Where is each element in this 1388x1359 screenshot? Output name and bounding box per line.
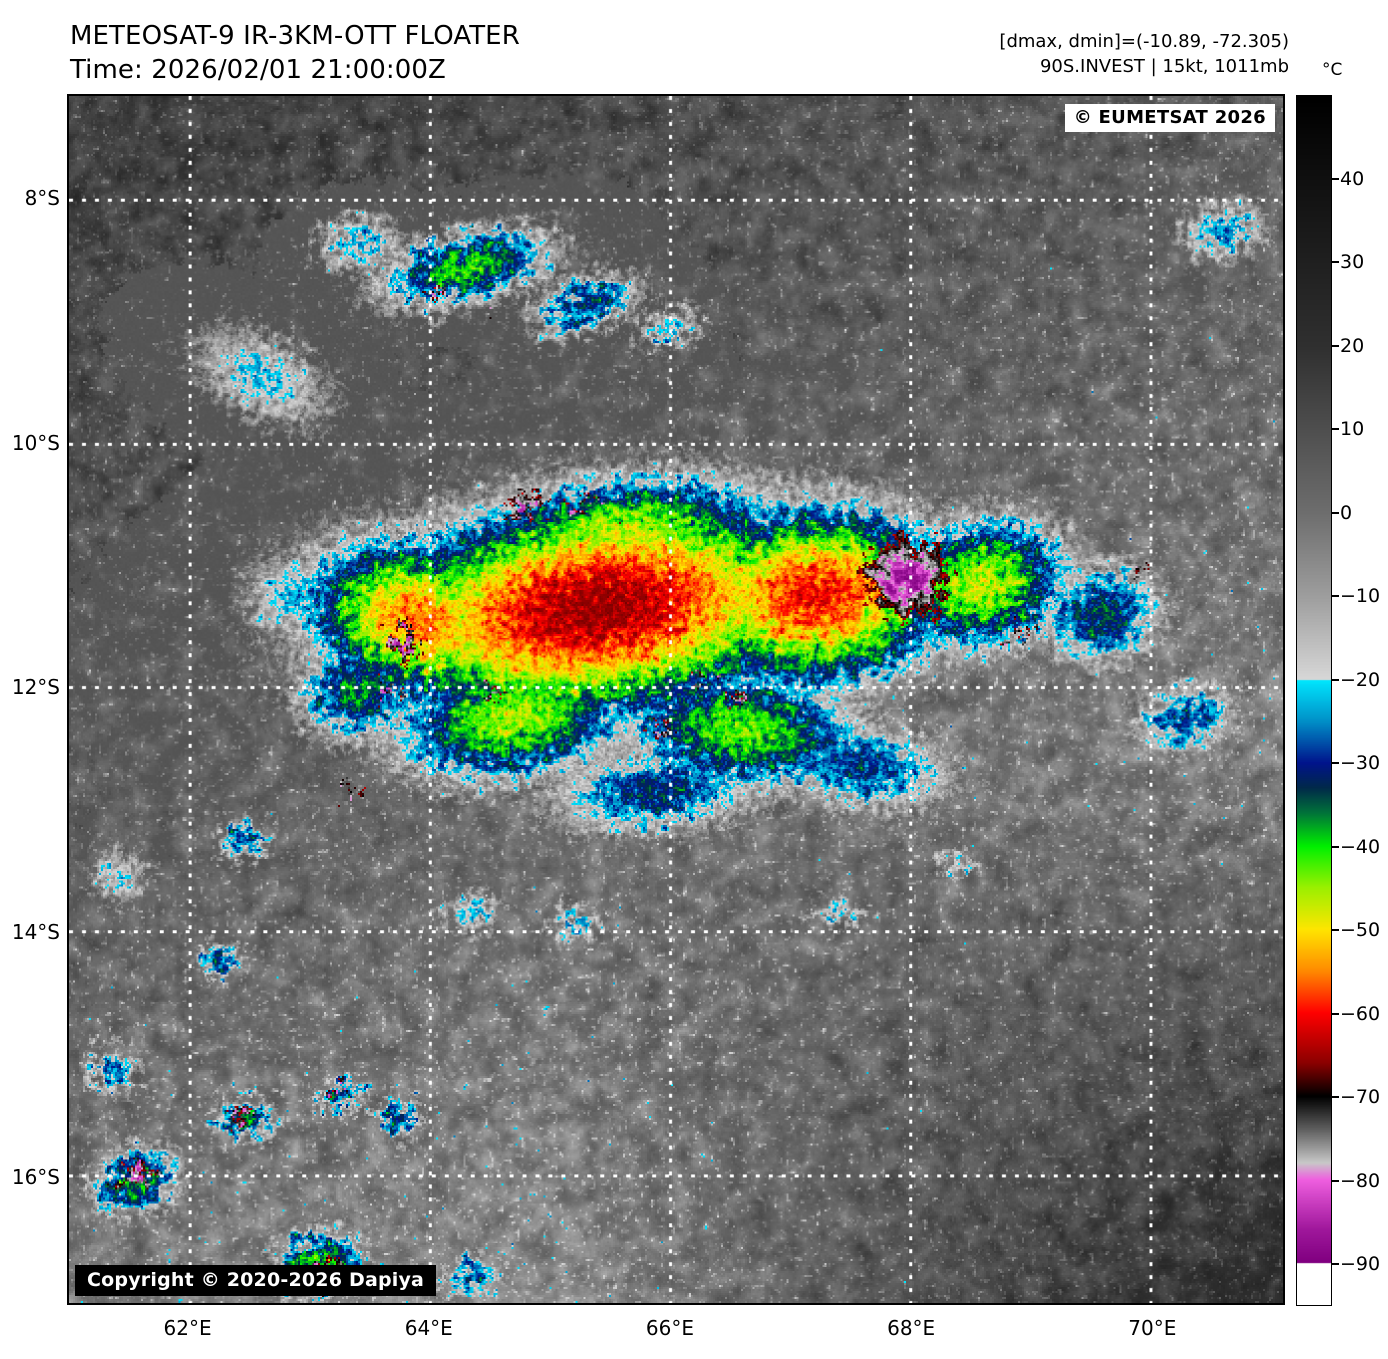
colorbar-tick-4: 0	[1340, 501, 1353, 524]
colorbar-tick-11: −70	[1340, 1086, 1381, 1109]
latitude-tick-3: 14°S	[11, 919, 60, 944]
colorbar-tick-mark-1	[1332, 261, 1339, 264]
longitude-tick-3: 68°E	[887, 1316, 936, 1340]
colorbar-tick-3: 10	[1340, 418, 1365, 441]
colorbar-tick-0: 40	[1340, 167, 1365, 190]
colorbar-tick-mark-9	[1332, 929, 1339, 932]
infrared-satellite-imagery	[69, 96, 1283, 1303]
colorbar-tick-mark-7	[1332, 762, 1339, 765]
storm-info-label: 90S.INVEST | 15kt, 1011mb	[1039, 55, 1289, 77]
temperature-colorbar[interactable]	[1296, 95, 1332, 1306]
colorbar-tick-13: −90	[1340, 1253, 1381, 1276]
header-metadata: [dmax, dmin]=(-10.89, -72.305) 90S.INVES…	[999, 30, 1289, 80]
colorbar-tick-12: −80	[1340, 1169, 1381, 1192]
colorbar-tick-mark-5	[1332, 595, 1339, 598]
colorbar-tick-mark-3	[1332, 428, 1339, 431]
colorbar-tick-7: −30	[1340, 752, 1381, 775]
colorbar-tick-2: 20	[1340, 334, 1365, 357]
colorbar-tick-mark-13	[1332, 1263, 1339, 1266]
page-title: METEOSAT-9 IR-3KM-OTT FLOATER	[70, 21, 520, 51]
latitude-tick-4: 16°S	[11, 1164, 60, 1189]
latitude-tick-0: 8°S	[24, 185, 60, 210]
longitude-tick-4: 70°E	[1128, 1316, 1177, 1340]
colorbar-tick-10: −60	[1340, 1002, 1381, 1025]
colorbar-tick-mark-6	[1332, 678, 1339, 681]
colorbar-tick-mark-4	[1332, 511, 1339, 514]
colorbar-unit-label: °C	[1322, 60, 1343, 80]
colorbar-tick-mark-10	[1332, 1012, 1339, 1015]
latitude-tick-1: 10°S	[11, 430, 60, 455]
longitude-tick-0: 62°E	[163, 1316, 212, 1340]
longitude-tick-1: 64°E	[404, 1316, 453, 1340]
colorbar-tick-mark-2	[1332, 344, 1339, 347]
colorbar-gradient	[1296, 95, 1332, 1306]
longitude-tick-2: 66°E	[645, 1316, 695, 1340]
colorbar-tick-5: −10	[1340, 585, 1381, 608]
colorbar-tick-mark-0	[1332, 177, 1339, 180]
colorbar-tick-mark-11	[1332, 1096, 1339, 1099]
colorbar-tick-mark-12	[1332, 1179, 1339, 1182]
colorbar-tick-9: −50	[1340, 919, 1381, 942]
latitude-tick-2: 12°S	[11, 675, 60, 700]
data-minmax-label: [dmax, dmin]=(-10.89, -72.305)	[999, 31, 1289, 52]
timestamp-label: Time: 2026/02/01 21:00:00Z	[70, 54, 446, 85]
satellite-image-plot[interactable]: © EUMETSAT 2026 Copyright © 2020-2026 Da…	[67, 94, 1285, 1305]
colorbar-tick-6: −20	[1340, 668, 1381, 691]
colorbar-tick-1: 30	[1340, 251, 1365, 274]
copyright-badge: Copyright © 2020-2026 Dapiya	[75, 1265, 437, 1296]
eumetsat-credit-badge: © EUMETSAT 2026	[1064, 104, 1275, 132]
colorbar-tick-mark-8	[1332, 845, 1339, 848]
colorbar-tick-8: −40	[1340, 835, 1381, 858]
header-titles: METEOSAT-9 IR-3KM-OTT FLOATER Time: 2026…	[70, 20, 520, 88]
